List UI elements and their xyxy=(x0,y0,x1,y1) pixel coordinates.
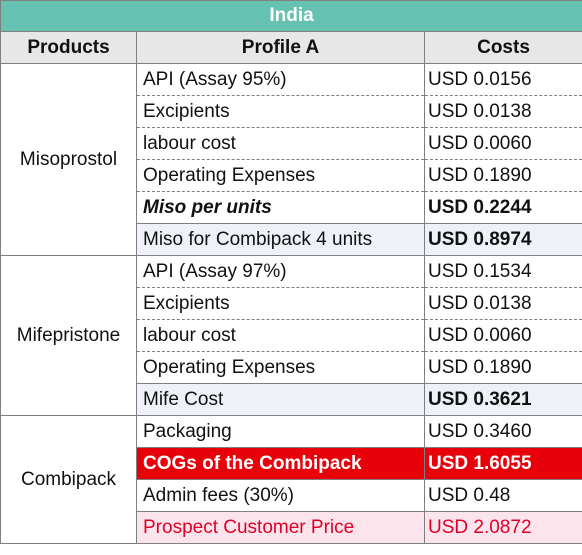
row-item: Excipients xyxy=(136,287,425,320)
row-cost-subtotal: USD 0.2244 xyxy=(424,191,582,224)
row-item: labour cost xyxy=(136,127,425,160)
table-row: COGs of the Combipack USD 1.6055 xyxy=(1,447,582,480)
table-row: Excipients USD 0.0138 xyxy=(1,95,582,128)
table-row: Combipack Packaging USD 0.3460 xyxy=(0,415,582,544)
row-cost: USD 0.1890 xyxy=(424,159,582,192)
table-row: Operating Expenses USD 0.1890 xyxy=(1,159,582,192)
row-cost: USD 0.1890 xyxy=(424,351,582,384)
row-item: labour cost xyxy=(136,319,425,352)
row-item-cogs: COGs of the Combipack xyxy=(136,447,425,480)
row-cost: USD 0.1534 xyxy=(424,255,582,288)
table-row: labour cost USD 0.0060 xyxy=(1,319,582,352)
row-item-total: Miso for Combipack 4 units xyxy=(136,223,425,256)
product-combipack: Combipack xyxy=(0,415,137,544)
header-costs: Costs xyxy=(424,31,582,64)
row-item: API (Assay 95%) xyxy=(136,63,425,96)
row-item: Admin fees (30%) xyxy=(136,479,425,512)
row-cost-cogs: USD 1.6055 xyxy=(424,447,582,480)
row-cost-customer-price: USD 2.0872 xyxy=(424,511,582,544)
table-title: India xyxy=(0,0,582,32)
row-item-subtotal: Miso per units xyxy=(136,191,425,224)
row-cost: USD 0.0060 xyxy=(424,127,582,160)
header-profile: Profile A xyxy=(136,31,425,64)
row-item: Packaging xyxy=(136,415,425,448)
product-mifepristone: Mifepristone xyxy=(0,255,137,416)
row-item: API (Assay 97%) xyxy=(136,255,425,288)
row-item: Excipients xyxy=(136,95,425,128)
row-cost: USD 0.0156 xyxy=(424,63,582,96)
table-row: Mife Cost USD 0.3621 xyxy=(1,383,582,416)
table-row: labour cost USD 0.0060 xyxy=(1,127,582,160)
table-row: Miso for Combipack 4 units USD 0.8974 xyxy=(1,223,582,256)
row-item-total: Mife Cost xyxy=(136,383,425,416)
table-row: Operating Expenses USD 0.1890 xyxy=(1,351,582,384)
row-cost: USD 0.3460 xyxy=(424,415,582,448)
row-cost: USD 0.48 xyxy=(424,479,582,512)
row-cost: USD 0.0138 xyxy=(424,95,582,128)
header-products: Products xyxy=(0,31,137,64)
row-item: Operating Expenses xyxy=(136,351,425,384)
table-row: Excipients USD 0.0138 xyxy=(1,287,582,320)
row-item: Operating Expenses xyxy=(136,159,425,192)
row-cost: USD 0.0060 xyxy=(424,319,582,352)
table-row: Admin fees (30%) USD 0.48 xyxy=(1,479,582,512)
table-row: Mifepristone API (Assay 97%) USD 0.1534 xyxy=(0,255,582,416)
product-misoprostol: Misoprostol xyxy=(0,63,137,256)
table-row: Miso per units USD 0.2244 xyxy=(1,191,582,224)
row-cost-total: USD 0.8974 xyxy=(424,223,582,256)
table-row: Misoprostol API (Assay 95%) USD 0.0156 xyxy=(0,63,582,256)
row-item-customer-price: Prospect Customer Price xyxy=(136,511,425,544)
row-cost-total: USD 0.3621 xyxy=(424,383,582,416)
table-row: Prospect Customer Price USD 2.0872 xyxy=(1,511,582,544)
row-cost: USD 0.0138 xyxy=(424,287,582,320)
